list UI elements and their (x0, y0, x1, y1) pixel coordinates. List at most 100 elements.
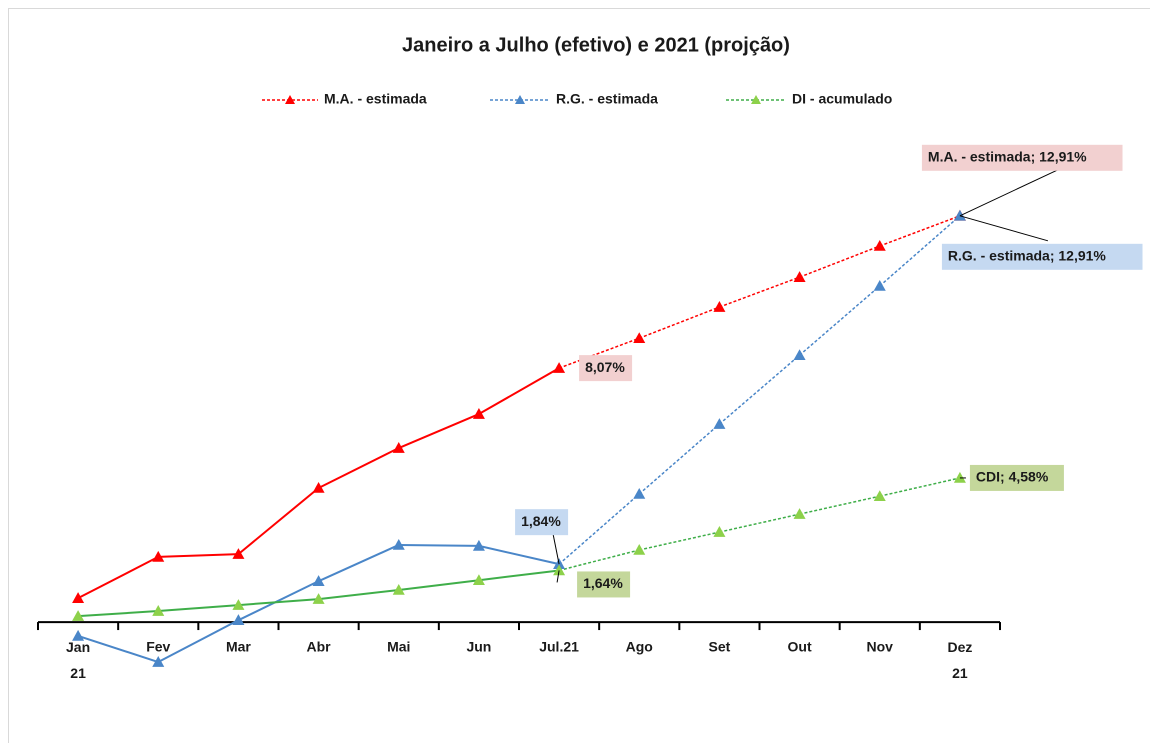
marker (152, 550, 165, 562)
line-segment (77, 634, 159, 663)
marker (713, 301, 726, 312)
legend-marker (751, 95, 761, 104)
marker (793, 508, 806, 519)
x-tick-label: Dez 21 (947, 639, 972, 681)
line-segment (879, 215, 961, 287)
line-segment (237, 487, 320, 555)
line-segment (318, 544, 400, 583)
legend-label: DI - acumulado (792, 91, 892, 107)
leader-line (959, 169, 1059, 217)
data-label: CDI; 4,58% (976, 469, 1049, 485)
marker (312, 482, 325, 493)
line-segment (157, 619, 239, 663)
line-segment (78, 610, 159, 618)
line-segment (398, 413, 480, 449)
marker (72, 610, 85, 621)
data-label: 8,07% (585, 359, 625, 375)
line-segment (638, 423, 720, 495)
data-label: 1,64% (583, 575, 623, 591)
marker (392, 538, 405, 550)
line-segment (478, 544, 560, 566)
x-tick-label: Out (788, 639, 812, 655)
leader-line (959, 215, 1049, 242)
line-segment (318, 588, 399, 601)
line-segment (558, 549, 640, 572)
x-tick-label: Abr (307, 639, 332, 655)
line-segment (398, 579, 480, 591)
marker (633, 543, 646, 555)
line-segment (879, 477, 961, 497)
line-segment (799, 495, 880, 515)
x-tick-label: Mai (387, 639, 410, 655)
line-segment (638, 306, 720, 339)
marker (873, 279, 886, 291)
marker (72, 629, 85, 641)
data-label-box (969, 464, 1064, 491)
line-segment (77, 556, 159, 600)
line-segment (879, 215, 961, 247)
marker (633, 487, 646, 499)
marker (232, 548, 245, 559)
data-label-box (579, 355, 633, 382)
marker (953, 471, 966, 483)
marker (72, 592, 85, 603)
line-segment (478, 367, 560, 415)
legend-label: M.A. - estimada (324, 91, 427, 107)
line-segment (318, 447, 400, 489)
x-tick-label: Jan 21 (66, 639, 90, 681)
data-label-box (515, 509, 569, 536)
line-segment (238, 598, 319, 607)
marker (873, 490, 886, 501)
data-label: M.A. - estimada; 12,91% (928, 149, 1087, 165)
x-tick-label: Jul.21 (539, 639, 579, 655)
data-label-box (941, 243, 1143, 270)
line-segment (478, 569, 560, 582)
line-segment (719, 276, 800, 308)
leader-line (556, 570, 560, 583)
marker (793, 271, 806, 282)
marker (232, 599, 245, 610)
marker (312, 593, 325, 604)
chart-title: Janeiro a Julho (efetivo) e 2021 (projçã… (402, 34, 790, 56)
x-tick-label: Ago (626, 639, 653, 655)
line-segment (558, 493, 640, 565)
line-segment (558, 337, 640, 369)
x-tick-label: Fev (146, 639, 170, 655)
line-segment (799, 285, 881, 356)
data-label: R.G. - estimada; 12,91% (948, 248, 1107, 264)
legend-label: R.G. - estimada (556, 91, 658, 107)
data-label-box (577, 571, 631, 598)
marker (713, 418, 726, 429)
leader-line (552, 534, 560, 565)
marker (873, 240, 886, 251)
line-segment (799, 245, 881, 278)
x-tick-label: Nov (867, 639, 894, 655)
line-segment (639, 531, 720, 551)
marker (472, 539, 485, 551)
legend-marker (515, 95, 525, 104)
marker (232, 614, 245, 625)
x-tick-label: Jun (466, 639, 491, 655)
marker (713, 526, 726, 537)
marker (953, 209, 966, 221)
marker (392, 442, 405, 453)
marker (553, 362, 566, 373)
marker (152, 605, 165, 616)
line-segment (398, 543, 479, 547)
legend-marker (285, 95, 295, 104)
data-label: 1,84% (521, 513, 561, 529)
line-segment (718, 354, 801, 425)
data-label-box (921, 144, 1123, 171)
marker (793, 349, 806, 361)
marker (152, 656, 165, 667)
marker (472, 574, 485, 586)
marker (553, 564, 566, 576)
line-segment (158, 553, 239, 558)
marker (633, 332, 646, 344)
marker (472, 408, 485, 419)
marker (392, 583, 405, 595)
line-segment (719, 513, 800, 533)
line-segment (158, 604, 239, 613)
x-tick-label: Mar (226, 639, 251, 655)
